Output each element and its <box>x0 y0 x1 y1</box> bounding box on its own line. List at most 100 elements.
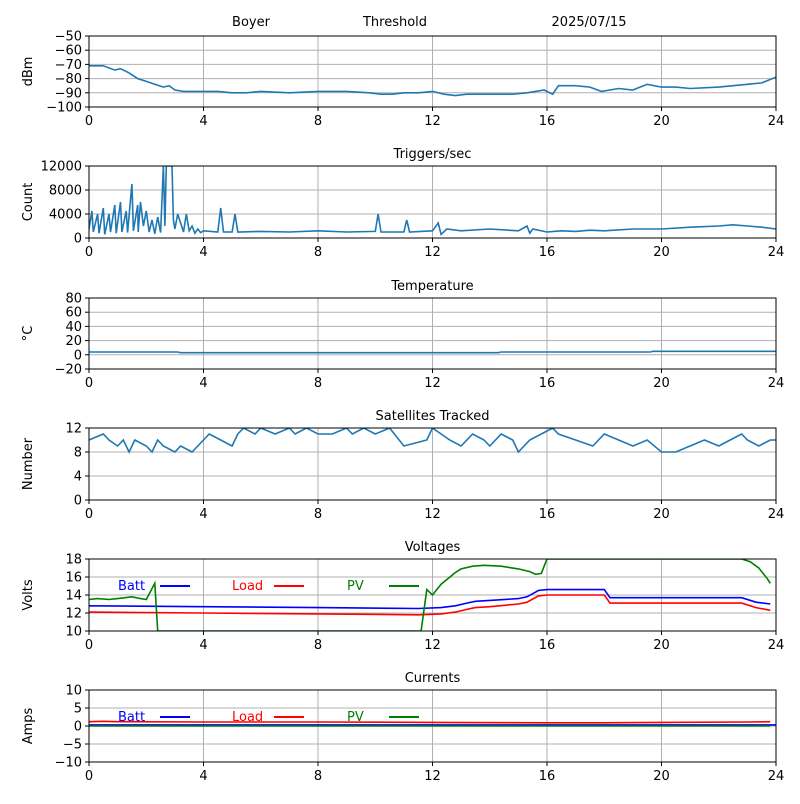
temperature-x-tick-label: 24 <box>768 376 785 391</box>
temperature-y-tick-label: −20 <box>55 363 82 378</box>
satellites-title: Satellites Tracked <box>376 409 490 424</box>
signal-x-tick-label: 8 <box>314 114 322 129</box>
signal-y-tick-label: −100 <box>46 101 82 116</box>
signal-y-tick-label: −60 <box>55 44 82 59</box>
header-mode: Threshold <box>362 15 427 30</box>
temperature-x-tick-label: 12 <box>424 376 441 391</box>
currents-y-tick-label: −10 <box>55 756 82 771</box>
currents-panel: 0 4 8 12 16 20 24 −10 −5 0 5 10 Currents Amps Batt Load… <box>21 671 784 784</box>
triggers-panel: 0 4 8 12 16 20 24 0 4000 8000 12000 Triggers/sec Cou… <box>21 147 784 260</box>
triggers-x-tick-label: 4 <box>199 245 207 260</box>
signal-series-line <box>89 65 776 97</box>
triggers-series-line <box>89 166 776 236</box>
currents-y-tick-label: −5 <box>63 738 82 753</box>
currents-y-axis-label: Amps <box>21 707 36 744</box>
voltages-x-tick-label: 24 <box>768 638 785 653</box>
triggers-y-tick-label: 12000 <box>41 160 82 175</box>
triggers-x-tick-label: 16 <box>539 245 556 260</box>
currents-y-tick-label: 10 <box>65 684 82 699</box>
temperature-y-tick-label: 20 <box>65 334 82 349</box>
temperature-x-tick-label: 20 <box>653 376 670 391</box>
signal-panel: 0 4 8 12 16 20 24 −100−90−80−70−60−50 dBm <box>21 30 784 130</box>
voltages-x-tick-label: 4 <box>199 638 207 653</box>
triggers-x-tick-label: 8 <box>314 245 322 260</box>
triggers-y-tick-label: 0 <box>74 232 82 247</box>
temperature-y-tick-label: 40 <box>65 320 82 335</box>
voltages-x-tick-label: 16 <box>539 638 556 653</box>
triggers-y-axis-label: Count <box>21 183 36 222</box>
satellites-x-tick-label: 20 <box>653 507 670 522</box>
satellites-x-tick-label: 8 <box>314 507 322 522</box>
voltages-y-tick-label: 16 <box>65 571 82 586</box>
voltages-x-tick-label: 0 <box>85 638 93 653</box>
temperature-x-tick-label: 0 <box>85 376 93 391</box>
signal-y-tick-label: −70 <box>55 58 82 73</box>
voltages-legend-label-load: Load <box>232 579 263 594</box>
triggers-x-tick-label: 20 <box>653 245 670 260</box>
currents-legend-label-load: Load <box>232 710 263 725</box>
voltages-x-tick-label: 8 <box>314 638 322 653</box>
signal-x-tick-label: 24 <box>768 114 785 129</box>
satellites-grid <box>88 427 777 501</box>
temperature-y-tick-label: 80 <box>65 292 82 307</box>
temperature-grid <box>88 297 777 370</box>
satellites-series-line <box>89 428 776 454</box>
voltages-x-tick-label: 12 <box>424 638 441 653</box>
currents-x-tick-label: 8 <box>314 769 322 784</box>
currents-title: Currents <box>405 671 461 686</box>
voltages-legend-label-pv: PV <box>347 579 364 594</box>
header-site: Boyer <box>232 15 271 30</box>
satellites-y-tick-label: 8 <box>74 446 82 461</box>
currents-x-tick-label: 0 <box>85 769 93 784</box>
currents-x-tick-label: 20 <box>653 769 670 784</box>
voltages-y-tick-label: 12 <box>65 607 82 622</box>
currents-x-tick-label: 24 <box>768 769 785 784</box>
currents-y-tick-label: 5 <box>74 702 82 717</box>
signal-x-tick-label: 16 <box>539 114 556 129</box>
satellites-y-tick-label: 12 <box>65 422 82 437</box>
satellites-x-tick-label: 4 <box>199 507 207 522</box>
signal-x-tick-label: 20 <box>653 114 670 129</box>
satellites-y-tick-label: 0 <box>74 494 82 509</box>
satellites-x-tick-label: 12 <box>424 507 441 522</box>
voltages-series-line-load <box>89 594 771 616</box>
currents-x-tick-label: 12 <box>424 769 441 784</box>
temperature-title: Temperature <box>390 279 473 294</box>
temperature-x-tick-label: 4 <box>199 376 207 391</box>
signal-y-tick-label: −90 <box>55 86 82 101</box>
signal-x-tick-label: 4 <box>199 114 207 129</box>
currents-series-line-load <box>89 720 771 724</box>
satellites-y-axis-label: Number <box>21 437 36 490</box>
temperature-x-tick-label: 16 <box>539 376 556 391</box>
signal-x-tick-label: 12 <box>424 114 441 129</box>
triggers-y-tick-label: 4000 <box>49 208 82 223</box>
signal-grid <box>88 35 777 108</box>
signal-y-tick-label: −80 <box>55 72 82 87</box>
currents-legend-label-pv: PV <box>347 710 364 725</box>
voltages-x-tick-label: 20 <box>653 638 670 653</box>
signal-y-tick-label: −50 <box>55 30 82 45</box>
triggers-title: Triggers/sec <box>393 147 472 162</box>
voltages-y-tick-label: 18 <box>65 553 82 568</box>
satellites-y-tick-label: 4 <box>74 470 82 485</box>
triggers-x-tick-label: 24 <box>768 245 785 260</box>
triggers-x-tick-label: 0 <box>85 245 93 260</box>
satellites-x-tick-label: 24 <box>768 507 785 522</box>
voltages-title: Voltages <box>405 540 461 555</box>
temperature-y-tick-label: 60 <box>65 306 82 321</box>
voltages-panel: 0 4 8 12 16 20 24 10 12 14 16 18 Voltages Volts Batt Lo… <box>21 540 784 653</box>
temperature-y-tick-label: 0 <box>74 348 82 363</box>
triggers-x-tick-label: 12 <box>424 245 441 260</box>
satellites-x-tick-label: 0 <box>85 507 93 522</box>
satellites-panel: 0 4 8 12 16 20 24 0 4 8 12 Satellites Tracked Number <box>21 409 784 522</box>
voltages-series-line-batt <box>89 588 771 610</box>
currents-x-tick-label: 4 <box>199 769 207 784</box>
voltages-legend-label-batt: Batt <box>118 579 145 594</box>
currents-x-tick-label: 16 <box>539 769 556 784</box>
currents-legend-label-batt: Batt <box>118 710 145 725</box>
currents-y-tick-label: 0 <box>74 720 82 735</box>
temperature-x-tick-label: 8 <box>314 376 322 391</box>
voltages-y-tick-label: 14 <box>65 589 82 604</box>
